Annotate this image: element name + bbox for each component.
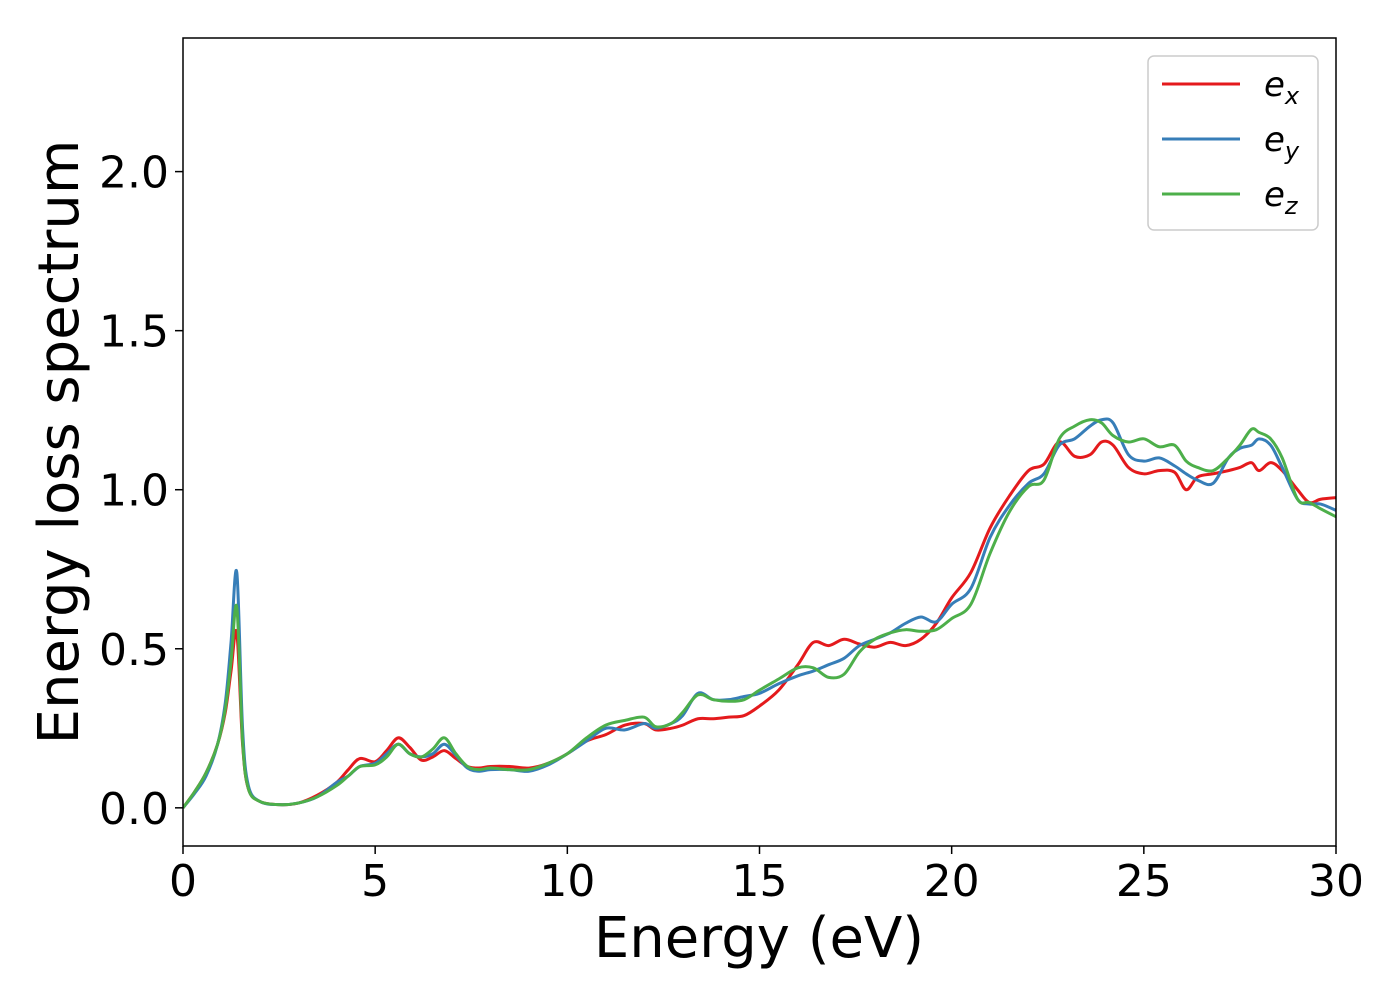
- series-line-ez: [183, 418, 1336, 809]
- legend-item-ez: ez: [1162, 175, 1299, 220]
- x-axis: 0 5 10 15 20 25 30: [169, 846, 1364, 907]
- legend-label-ez: ez: [1264, 175, 1299, 220]
- legend-box: [1147, 55, 1319, 231]
- y-tick-label: 1.0: [99, 466, 169, 517]
- legend-label-ex: ex: [1264, 65, 1300, 110]
- y-tick-label: 2.0: [99, 148, 169, 199]
- legend-label-ey: ey: [1264, 120, 1300, 165]
- x-tick-label: 30: [1308, 856, 1364, 907]
- x-tick-label: 10: [539, 856, 595, 907]
- series-line-ex: [183, 439, 1336, 809]
- x-tick-label: 5: [361, 856, 389, 907]
- y-tick-label: 1.5: [99, 307, 169, 358]
- y-axis-label: Energy loss spectrum: [27, 140, 92, 745]
- series-layer: [183, 417, 1336, 809]
- x-tick-label: 15: [732, 856, 788, 907]
- legend: ex ey ez: [1147, 55, 1319, 231]
- legend-item-ey: ey: [1162, 120, 1300, 165]
- series-line-ey: [183, 417, 1336, 809]
- y-tick-label: 0.5: [99, 625, 169, 676]
- x-tick-label: 20: [924, 856, 980, 907]
- legend-item-ex: ex: [1162, 65, 1300, 110]
- y-tick-label: 0.0: [99, 784, 169, 835]
- y-axis: 0.0 0.5 1.0 1.5 2.0: [99, 148, 183, 835]
- x-axis-label: Energy (eV): [594, 906, 924, 971]
- x-tick-label: 0: [169, 856, 197, 907]
- x-tick-label: 25: [1116, 856, 1172, 907]
